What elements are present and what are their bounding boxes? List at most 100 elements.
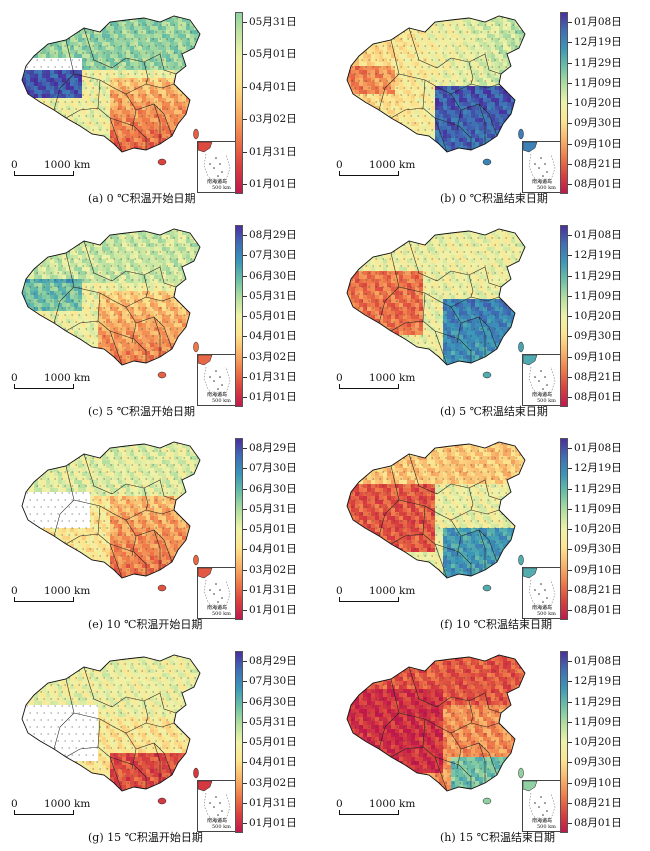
map-cell (427, 54, 431, 58)
map-cell (519, 110, 523, 114)
map-cell (34, 78, 38, 82)
map-cell (34, 239, 38, 243)
scale-distance-label: 1000 km (369, 159, 415, 171)
map-cell (403, 98, 407, 102)
map-cell (475, 110, 479, 114)
map-cell (122, 34, 126, 38)
map-cell (158, 14, 162, 18)
significance-dot (153, 52, 154, 53)
map-cell (82, 130, 86, 134)
map-cell (150, 22, 154, 26)
map-cell (22, 263, 26, 267)
map-cell (130, 22, 134, 26)
map-cell (78, 46, 82, 50)
map-cell (451, 154, 455, 158)
map-cell (14, 247, 18, 251)
map-cell (150, 78, 154, 82)
map-cell (371, 22, 375, 26)
map-cell (403, 118, 407, 122)
map-cell (355, 154, 359, 158)
map-cell (419, 98, 423, 102)
significance-dot (41, 80, 42, 81)
significance-dot (366, 80, 367, 81)
map-cell (447, 130, 451, 134)
map-cell (371, 38, 375, 42)
map-cell (435, 42, 439, 46)
significance-dot (184, 143, 185, 144)
map-cell (90, 18, 94, 22)
map-cell (515, 94, 519, 98)
map-cell (463, 14, 467, 18)
map-cell (347, 38, 351, 42)
map-cell (62, 78, 66, 82)
significance-dot (128, 59, 129, 60)
map-cell (459, 82, 463, 86)
map-cell (58, 235, 62, 239)
significance-dot (104, 66, 105, 67)
map-cell (198, 106, 202, 110)
significance-dot (114, 101, 115, 102)
map-cell (18, 50, 22, 54)
map-cell (146, 22, 150, 26)
map-cell (30, 62, 34, 66)
map-cell (190, 38, 194, 42)
map-cell (355, 22, 359, 26)
map-cell (74, 70, 78, 74)
map-cell (126, 263, 130, 267)
map-cell (50, 66, 54, 70)
map-cell (162, 239, 166, 243)
map-cell (134, 251, 138, 255)
significance-dot (167, 136, 168, 137)
significance-dot (142, 143, 143, 144)
map-cell (351, 54, 355, 58)
significance-dot (422, 108, 423, 109)
significance-dot (401, 108, 402, 109)
map-cell (507, 22, 511, 26)
map-cell (18, 66, 22, 70)
map-cell (439, 102, 443, 106)
map-cell (367, 150, 371, 154)
map-cell (94, 50, 98, 54)
map-cell (38, 38, 42, 42)
map-cell (355, 98, 359, 102)
significance-dot (401, 38, 402, 39)
map-cell (110, 34, 114, 38)
map-cell (18, 38, 22, 42)
map-cell (18, 82, 22, 86)
significance-dot (425, 17, 426, 18)
map-cell (431, 18, 435, 22)
significance-dot (359, 136, 360, 137)
map-cell (34, 138, 38, 142)
map-cell (507, 34, 511, 38)
significance-dot (366, 66, 367, 67)
significance-dot (121, 31, 122, 32)
map-cell (371, 34, 375, 38)
map-cell (14, 18, 18, 22)
map-cell (186, 150, 190, 154)
map-cell (138, 26, 142, 30)
map-cell (14, 106, 18, 110)
significance-dot (352, 66, 353, 67)
map-cell (150, 106, 154, 110)
map-cell (451, 38, 455, 42)
map-cell (178, 22, 182, 26)
significance-dot (411, 17, 412, 18)
significance-dot (408, 52, 409, 53)
map-cell (78, 94, 82, 98)
map-cell (347, 62, 351, 66)
map-cell (399, 58, 403, 62)
significance-dot (167, 108, 168, 109)
map-cell (339, 78, 343, 82)
significance-dot (118, 122, 119, 123)
map-cell (146, 54, 150, 58)
map-cell (427, 102, 431, 106)
map-cell (94, 46, 98, 50)
map-cell (198, 62, 202, 66)
significance-dot (506, 150, 507, 151)
map-cell (415, 146, 419, 150)
significance-dot (380, 136, 381, 137)
map-cell (34, 22, 38, 26)
map-cell (54, 90, 58, 94)
map-cell (419, 122, 423, 126)
